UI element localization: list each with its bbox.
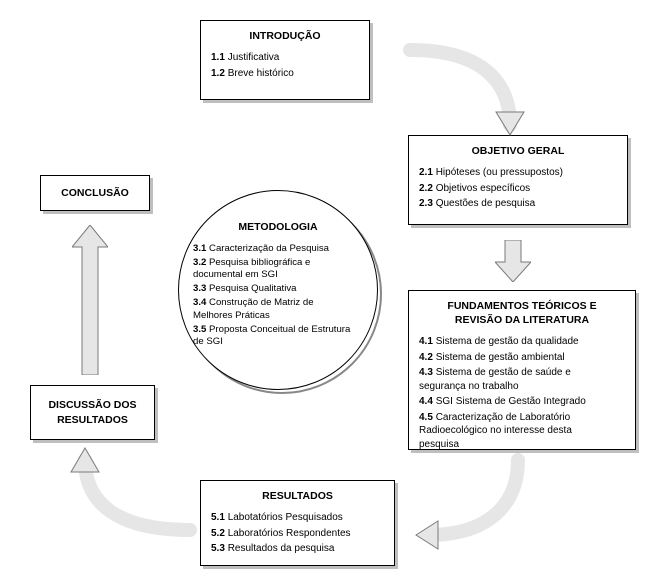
circle-body: METODOLOGIA 3.1 Caracterização da Pesqui… bbox=[178, 190, 378, 390]
fundamentos-item-5: 4.5 Caracterização de Laboratório Radioe… bbox=[419, 411, 625, 452]
introducao-title: INTRODUÇÃO bbox=[211, 29, 359, 43]
resultados-item-3: 5.3 Resultados da pesquisa bbox=[211, 542, 384, 556]
fundamentos-item-4: 4.4 SGI Sistema de Gestão Integrado bbox=[419, 395, 625, 409]
metodologia-item-4: 3.4 Construção de Matriz de Melhores Prá… bbox=[193, 297, 363, 322]
fundamentos-item-2: 4.2 Sistema de gestão ambiental bbox=[419, 351, 625, 365]
objetivo-item-3: 2.3 Questões de pesquisa bbox=[419, 197, 617, 211]
introducao-item-1: 1.1 Justificativa bbox=[211, 51, 359, 65]
resultados-title: RESULTADOS bbox=[211, 489, 384, 503]
metodologia-item-2: 3.2 Pesquisa bibliográfica e documental … bbox=[193, 257, 363, 282]
objetivo-item-2: 2.2 Objetivos específicos bbox=[419, 182, 617, 196]
arrow-resultados-discussao bbox=[70, 450, 200, 550]
box-resultados: RESULTADOS 5.1 Labotatórios Pesquisados … bbox=[200, 480, 395, 566]
arrow-fundamentos-resultados bbox=[408, 455, 528, 555]
block-arrow-down-icon bbox=[495, 240, 531, 282]
objetivo-title: OBJETIVO GERAL bbox=[419, 144, 617, 158]
objetivo-item-1: 2.1 Hipóteses (ou pressupostos) bbox=[419, 166, 617, 180]
block-arrow-up-icon bbox=[72, 225, 108, 375]
fundamentos-item-1: 4.1 Sistema de gestão da qualidade bbox=[419, 335, 625, 349]
introducao-item-2: 1.2 Breve histórico bbox=[211, 67, 359, 81]
box-discussao: DISCUSSÃO DOS RESULTADOS bbox=[30, 385, 155, 440]
curved-arrow-icon bbox=[408, 455, 528, 555]
curved-arrow-icon bbox=[400, 40, 520, 140]
box-objetivo: OBJETIVO GERAL 2.1 Hipóteses (ou pressup… bbox=[408, 135, 628, 225]
box-introducao: INTRODUÇÃO 1.1 Justificativa 1.2 Breve h… bbox=[200, 20, 370, 100]
arrow-objetivo-fundamentos bbox=[495, 240, 531, 282]
fundamentos-title: FUNDAMENTOS TEÓRICOS E REVISÃO DA LITERA… bbox=[419, 299, 625, 327]
metodologia-item-1: 3.1 Caracterização da Pesquisa bbox=[193, 243, 363, 255]
box-conclusao: CONCLUSÃO bbox=[40, 175, 150, 211]
resultados-item-2: 5.2 Laboratórios Respondentes bbox=[211, 527, 384, 541]
discussao-title: DISCUSSÃO DOS RESULTADOS bbox=[48, 398, 136, 426]
circle-metodologia: METODOLOGIA 3.1 Caracterização da Pesqui… bbox=[178, 190, 378, 390]
metodologia-title: METODOLOGIA bbox=[193, 221, 363, 233]
curved-arrow-icon bbox=[70, 450, 200, 550]
metodologia-item-3: 3.3 Pesquisa Qualitativa bbox=[193, 283, 363, 295]
metodologia-item-5: 3.5 Proposta Conceitual de Estrutura de … bbox=[193, 324, 363, 349]
resultados-item-1: 5.1 Labotatórios Pesquisados bbox=[211, 511, 384, 525]
box-fundamentos: FUNDAMENTOS TEÓRICOS E REVISÃO DA LITERA… bbox=[408, 290, 636, 450]
arrow-introducao-objetivo bbox=[400, 40, 520, 140]
arrow-discussao-conclusao bbox=[72, 225, 108, 375]
conclusao-title: CONCLUSÃO bbox=[61, 186, 129, 200]
fundamentos-item-3: 4.3 Sistema de gestão de saúde e seguran… bbox=[419, 366, 625, 393]
